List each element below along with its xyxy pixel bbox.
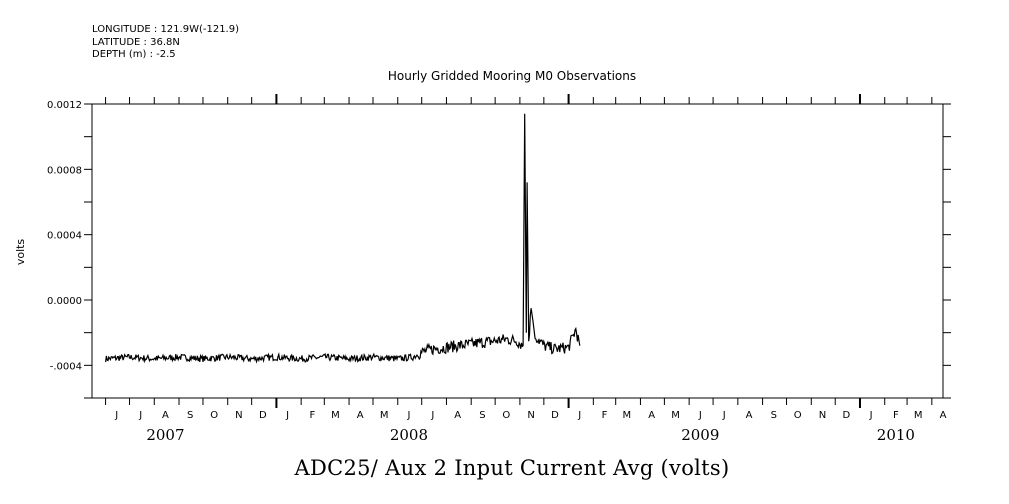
chart-title: Hourly Gridded Mooring M0 Observations [388,69,636,83]
x-month-label: N [527,410,534,421]
x-year-label: 2007 [146,426,184,444]
x-month-label: O [502,410,510,421]
y-tick-label: 0.0004 [47,231,82,242]
x-month-label: N [235,410,242,421]
y-axis-label: volts [14,239,27,266]
x-month-label: D [843,410,851,421]
x-month-label: J [869,410,873,421]
plot-frame [91,103,944,399]
variable-title: ADC25/ Aux 2 Input Current Avg (volts) [294,456,730,480]
x-month-label: A [940,410,947,421]
x-month-label: S [187,410,193,421]
latitude-label: LATITUDE : 36.8N [92,36,180,48]
x-month-label: M [380,410,389,421]
y-tick-labels: -.0004 0.0000 0.0004 0.0008 0.0012 [47,100,82,372]
x-year-labels: 2007 2008 2009 2010 [146,426,915,444]
x-month-label: J [722,410,726,421]
x-month-label: S [479,410,485,421]
station-metadata: LONGITUDE : 121.9W(-121.9) LATITUDE : 36… [92,24,239,62]
x-month-label: A [746,410,753,421]
x-month-label: J [406,410,410,421]
x-month-label: F [309,410,315,421]
axis-ticks [84,94,951,408]
x-month-label: S [771,410,777,421]
x-month-label: O [794,410,802,421]
x-month-label: M [914,410,923,421]
x-month-label: M [671,410,680,421]
y-tick-label: -.0004 [50,361,82,372]
longitude-label: LONGITUDE : 121.9W(-121.9) [92,24,239,35]
series-line [105,113,581,364]
x-year-label: 2008 [390,426,428,444]
x-month-label: J [138,410,142,421]
x-month-label: D [551,410,559,421]
x-month-label: F [893,410,899,421]
y-tick-label: 0.0000 [47,296,82,307]
x-month-label: M [331,410,340,421]
x-month-label: J [114,410,118,421]
x-month-label: M [623,410,632,421]
x-month-label: N [819,410,826,421]
x-month-label: O [210,410,218,421]
x-month-label: J [577,410,581,421]
depth-label: DEPTH (m) : -2.5 [92,49,176,60]
x-month-label: A [357,410,364,421]
y-tick-label: 0.0008 [47,165,82,176]
x-month-label: D [259,410,267,421]
x-year-label: 2010 [877,426,915,444]
x-month-label: A [162,410,169,421]
y-tick-label: 0.0012 [47,100,82,111]
x-month-label: J [285,410,289,421]
data-series [105,113,581,364]
x-month-label: A [454,410,461,421]
x-month-label: F [602,410,608,421]
x-year-label: 2009 [681,426,719,444]
x-month-label: A [648,410,655,421]
x-month-label: J [430,410,434,421]
x-month-label: J [698,410,702,421]
